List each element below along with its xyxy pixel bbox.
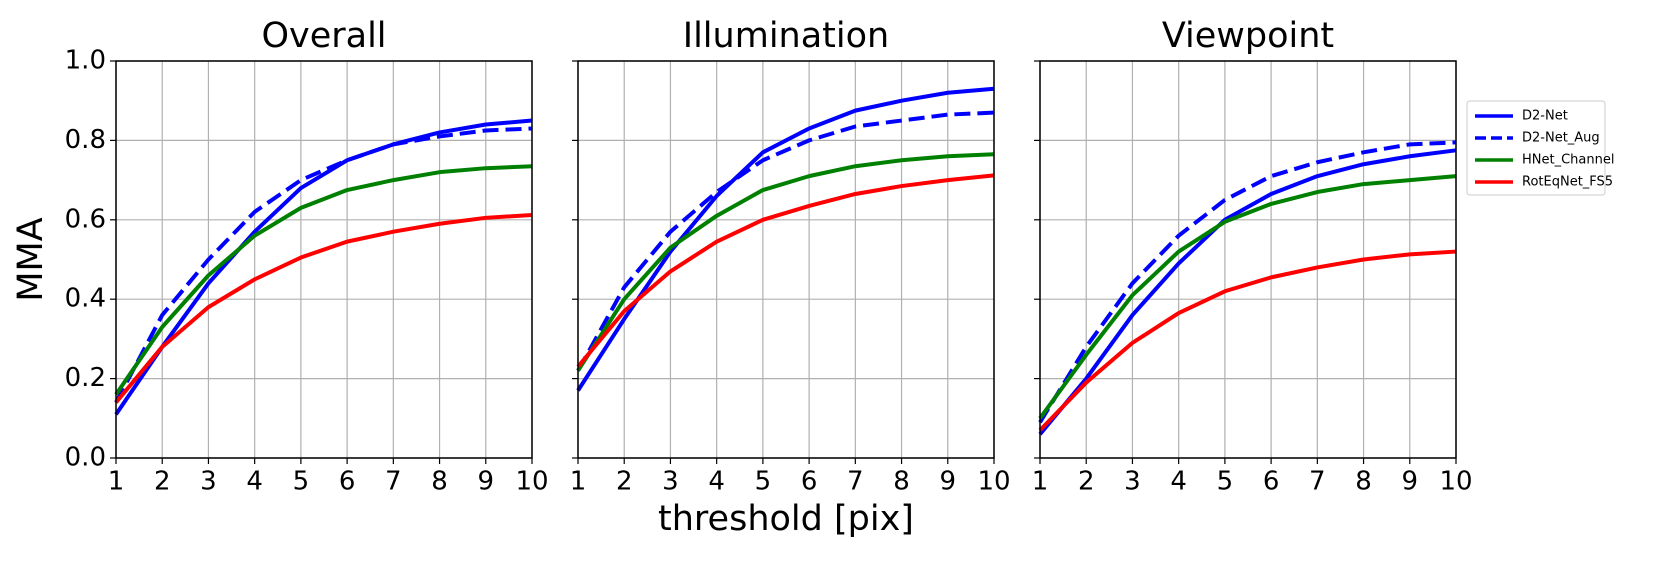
line-series (1038, 174, 1457, 420)
y-axis-label: MMA (11, 217, 51, 301)
y-tick-label: 0.0 (65, 443, 106, 473)
x-tick-label: 4 (246, 467, 263, 497)
legend-box (1466, 100, 1606, 196)
x-tick-label: 2 (154, 467, 171, 497)
y-tick-label: 1.0 (65, 46, 106, 76)
x-tick-label: 3 (200, 467, 217, 497)
line-series (114, 164, 533, 396)
x-tick-label: 7 (847, 467, 864, 497)
legend-label: HNet_Channel (1522, 153, 1614, 168)
plot-frame (1039, 60, 1457, 459)
line-series (1038, 249, 1457, 432)
x-tick-label: 5 (1217, 467, 1234, 497)
chart-title: Overall (261, 16, 386, 56)
legend-label: D2-Net (1522, 109, 1568, 124)
x-tick-label: 6 (1263, 467, 1280, 497)
plot-frame (115, 60, 533, 459)
y-tick-label: 0.4 (65, 284, 106, 314)
plot-frame (577, 60, 995, 459)
line-series (576, 173, 995, 368)
x-tick-label: 5 (293, 467, 310, 497)
x-tick-label: 8 (431, 467, 448, 497)
y-tick-label: 0.2 (65, 363, 106, 393)
y-tick-label: 0.6 (65, 204, 106, 234)
x-tick-label: 9 (478, 467, 495, 497)
x-tick-label: 3 (662, 467, 679, 497)
line-series (576, 86, 995, 392)
line-series (576, 110, 995, 372)
y-tick-label: 0.8 (65, 125, 106, 155)
x-tick-label: 9 (1402, 467, 1419, 497)
x-tick-label: 1 (570, 467, 587, 497)
x-tick-label: 1 (1032, 467, 1049, 497)
x-tick-label: 10 (1439, 467, 1472, 497)
line-series (114, 213, 533, 404)
x-tick-label: 10 (515, 467, 548, 497)
x-tick-label: 9 (940, 467, 957, 497)
line-series (576, 152, 995, 372)
x-tick-label: 10 (977, 467, 1010, 497)
line-series (114, 118, 533, 416)
x-tick-label: 1 (108, 467, 125, 497)
x-tick-label: 4 (708, 467, 725, 497)
x-tick-label: 5 (755, 467, 772, 497)
x-tick-label: 4 (1170, 467, 1187, 497)
x-axis-label: threshold [pix] (658, 499, 914, 539)
chart-title: Illumination (683, 16, 889, 56)
x-tick-label: 3 (1124, 467, 1141, 497)
x-tick-label: 7 (385, 467, 402, 497)
x-tick-label: 2 (1078, 467, 1095, 497)
x-tick-label: 8 (893, 467, 910, 497)
legend-label: D2-Net_Aug (1522, 131, 1600, 146)
x-tick-label: 8 (1355, 467, 1372, 497)
line-series (114, 126, 533, 404)
chart-title: Viewpoint (1162, 16, 1334, 56)
x-tick-label: 7 (1309, 467, 1326, 497)
line-series (1038, 140, 1457, 424)
x-tick-label: 6 (339, 467, 356, 497)
x-tick-label: 6 (801, 467, 818, 497)
legend-label: RotEqNet_FS5 (1522, 175, 1613, 190)
x-tick-label: 2 (616, 467, 633, 497)
line-series (1038, 148, 1457, 436)
